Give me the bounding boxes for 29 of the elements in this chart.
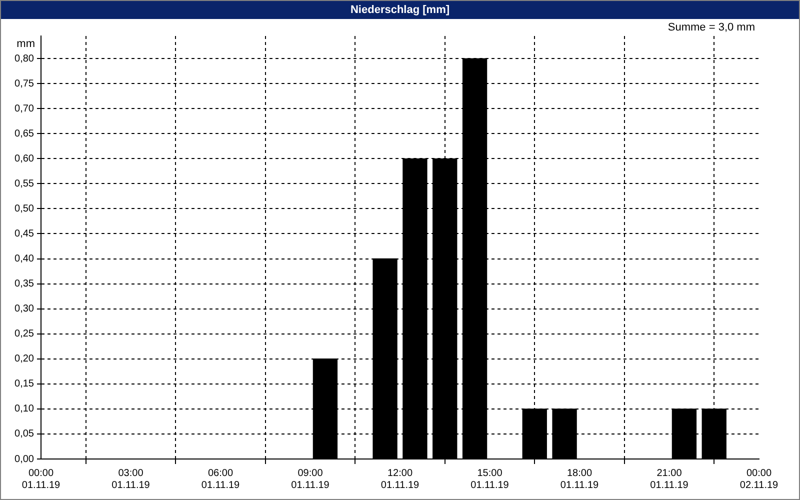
x-tick-label: 18:00 01.11.19 xyxy=(560,468,600,491)
y-tick-label: 0,80 xyxy=(14,53,34,64)
x-tick-label: 06:00 01.11.19 xyxy=(201,468,240,491)
x-tick-label: 21:00 01.11.19 xyxy=(650,468,689,491)
y-axis-title: mm xyxy=(16,38,35,50)
y-tick-label: 0,30 xyxy=(14,304,34,315)
y-tick-label: 0,70 xyxy=(14,103,34,114)
x-tick-label: 12:00 01.11.19 xyxy=(380,468,420,491)
y-tick-label: 0,65 xyxy=(14,128,34,140)
y-tick-label: 0,25 xyxy=(14,328,34,340)
y-tick-label: 0,40 xyxy=(14,254,34,265)
x-tick-label: 15:00 01.11.19 xyxy=(470,468,510,491)
y-tick-label: 0,35 xyxy=(14,278,34,290)
x-tick-label: 00:00 02.11.19 xyxy=(740,468,779,491)
y-tick-label: 0,50 xyxy=(14,203,34,214)
y-tick-label: 0,15 xyxy=(14,378,34,390)
y-tick-label: 0,75 xyxy=(14,78,34,90)
chart-title: Niederschlag [mm] xyxy=(1,1,799,19)
y-tick-label: 0,60 xyxy=(14,153,34,164)
y-tick-label: 0,05 xyxy=(14,428,34,440)
text: Summe = 3,0 mm xyxy=(668,22,755,34)
y-tick-label: 0,45 xyxy=(14,228,34,240)
x-tick-label: 03:00 01.11.19 xyxy=(112,468,150,491)
y-tick-label: 0,10 xyxy=(14,404,34,415)
x-tick-label: 09:00 01.11.19 xyxy=(291,468,330,491)
y-tick-label: 0,55 xyxy=(14,178,34,190)
y-tick-label: 0,20 xyxy=(14,354,34,365)
y-tick-label: 0,00 xyxy=(14,454,34,465)
x-tick-label: 00:00 01.11.19 xyxy=(22,468,61,491)
